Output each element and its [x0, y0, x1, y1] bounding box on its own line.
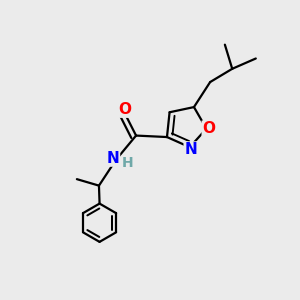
- Text: H: H: [122, 156, 133, 170]
- Text: N: N: [184, 142, 197, 157]
- Text: O: O: [118, 102, 131, 117]
- Text: O: O: [202, 121, 215, 136]
- Text: N: N: [107, 151, 119, 166]
